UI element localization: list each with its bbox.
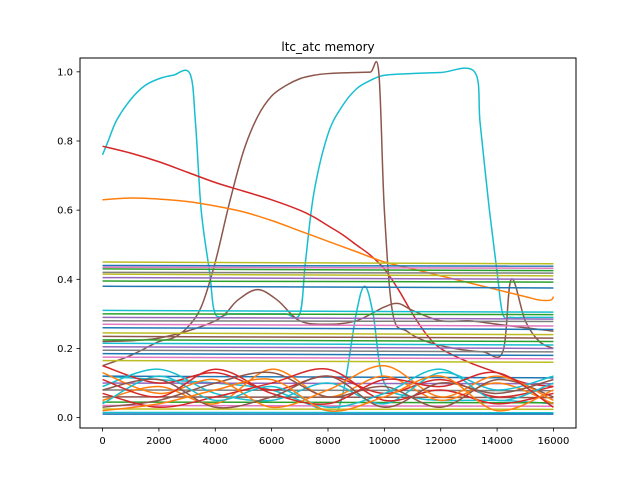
series-line-15 <box>102 309 554 313</box>
y-axis: 0.0 0.2 0.4 0.6 0.8 1.0 <box>57 67 80 424</box>
x-tick-label: 16000 <box>538 436 570 447</box>
series-line-23 <box>102 339 554 343</box>
x-tick-label: 6000 <box>259 436 284 447</box>
series-line-42 <box>102 371 554 409</box>
series-line-46 <box>102 368 554 408</box>
series-line-18 <box>102 320 554 323</box>
series-line-7 <box>102 280 554 283</box>
y-tick-label: 0.0 <box>57 413 73 424</box>
x-tick-label: 0 <box>99 436 105 447</box>
series-line-6 <box>102 285 554 289</box>
series-line-11 <box>102 268 554 272</box>
y-tick-label: 0.4 <box>57 275 73 286</box>
series-line-14 <box>102 261 554 265</box>
x-tick-label: 8000 <box>315 436 340 447</box>
series-line-21 <box>102 332 554 336</box>
x-tick-label: 14000 <box>481 436 513 447</box>
series-line-10 <box>102 271 554 274</box>
y-tick-label: 0.8 <box>57 136 73 147</box>
series-line-28 <box>102 356 554 360</box>
series-line-8 <box>102 276 554 281</box>
y-tick-label: 0.6 <box>57 206 73 217</box>
series-line-16 <box>102 313 554 316</box>
x-tick-label: 10000 <box>368 436 400 447</box>
series-line-48 <box>102 375 554 412</box>
series-line-9 <box>102 273 554 277</box>
x-tick-label: 2000 <box>146 436 171 447</box>
x-tick-label: 12000 <box>425 436 457 447</box>
y-tick-label: 1.0 <box>57 67 73 78</box>
series-line-20 <box>102 326 554 331</box>
series-line-45 <box>102 368 554 409</box>
series-line-47 <box>102 375 554 409</box>
series-line-12 <box>102 266 554 269</box>
chart-title: ltc_atc memory <box>281 40 374 54</box>
series-line-0 <box>101 67 554 319</box>
series-line-30 <box>102 375 554 379</box>
x-axis: 0 2000 4000 6000 8000 10000 12000 14000 16000 <box>99 428 569 447</box>
series-line-34 <box>102 401 554 404</box>
series-layer <box>101 61 555 415</box>
series-line-3 <box>102 197 555 302</box>
series-line-13 <box>102 264 554 267</box>
series-line-29 <box>102 359 554 364</box>
series-line-25 <box>102 345 554 350</box>
y-tick-label: 0.2 <box>57 344 73 355</box>
series-line-26 <box>102 349 554 353</box>
series-line-43 <box>102 368 554 409</box>
x-tick-label: 4000 <box>203 436 228 447</box>
series-line-17 <box>102 316 554 320</box>
series-line-24 <box>102 342 554 346</box>
series-line-22 <box>102 335 554 339</box>
series-line-19 <box>102 323 554 327</box>
series-line-27 <box>102 352 554 357</box>
series-line-41 <box>102 368 554 405</box>
